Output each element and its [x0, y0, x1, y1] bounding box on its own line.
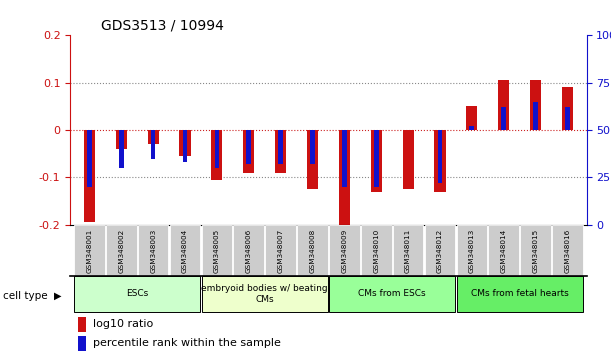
Text: GSM348006: GSM348006: [246, 229, 252, 273]
Text: GSM348010: GSM348010: [373, 229, 379, 273]
Bar: [310, 130, 315, 164]
Text: GSM348015: GSM348015: [533, 229, 538, 273]
Bar: [403, 130, 414, 189]
Text: GSM348012: GSM348012: [437, 229, 443, 273]
FancyBboxPatch shape: [233, 225, 264, 276]
FancyBboxPatch shape: [138, 225, 169, 276]
Text: GSM348008: GSM348008: [310, 229, 315, 273]
Bar: [147, 130, 159, 144]
Text: CMs from ESCs: CMs from ESCs: [358, 289, 426, 298]
Bar: [87, 130, 92, 187]
Bar: [371, 130, 382, 192]
Bar: [214, 130, 219, 168]
Bar: [275, 130, 286, 173]
Text: GSM348002: GSM348002: [119, 229, 124, 273]
Bar: [530, 80, 541, 130]
Bar: [243, 130, 254, 173]
Text: CMs from fetal hearts: CMs from fetal hearts: [470, 289, 568, 298]
Bar: [342, 130, 346, 187]
Text: GSM348013: GSM348013: [469, 229, 475, 273]
Bar: [437, 130, 442, 183]
Text: GSM348005: GSM348005: [214, 229, 220, 273]
FancyBboxPatch shape: [202, 225, 232, 276]
FancyBboxPatch shape: [74, 225, 104, 276]
Text: cell type: cell type: [3, 291, 48, 301]
Bar: [307, 130, 318, 189]
FancyBboxPatch shape: [425, 225, 455, 276]
FancyBboxPatch shape: [329, 225, 360, 276]
Bar: [498, 80, 510, 130]
Bar: [374, 130, 379, 187]
Bar: [502, 107, 506, 130]
Text: log10 ratio: log10 ratio: [93, 319, 154, 329]
FancyBboxPatch shape: [456, 276, 583, 312]
Text: GSM348009: GSM348009: [342, 229, 347, 273]
Bar: [278, 130, 283, 164]
Bar: [434, 130, 445, 192]
FancyBboxPatch shape: [521, 225, 551, 276]
FancyBboxPatch shape: [74, 276, 200, 312]
Text: GSM348007: GSM348007: [277, 229, 284, 273]
Bar: [78, 337, 86, 351]
FancyBboxPatch shape: [265, 225, 296, 276]
FancyBboxPatch shape: [202, 276, 327, 312]
Text: GSM348001: GSM348001: [86, 229, 92, 273]
FancyBboxPatch shape: [361, 225, 392, 276]
Bar: [533, 102, 538, 130]
Text: GSM348011: GSM348011: [405, 229, 411, 273]
Text: GSM348003: GSM348003: [150, 229, 156, 273]
FancyBboxPatch shape: [106, 225, 136, 276]
FancyBboxPatch shape: [488, 225, 519, 276]
FancyBboxPatch shape: [297, 225, 327, 276]
Text: ▶: ▶: [54, 291, 62, 301]
Bar: [466, 107, 477, 130]
Bar: [562, 87, 573, 130]
FancyBboxPatch shape: [393, 225, 423, 276]
Bar: [119, 130, 123, 168]
Bar: [84, 130, 95, 222]
FancyBboxPatch shape: [552, 225, 583, 276]
FancyBboxPatch shape: [456, 225, 487, 276]
Text: GSM348016: GSM348016: [565, 229, 571, 273]
Text: GSM348004: GSM348004: [182, 229, 188, 273]
Bar: [151, 130, 155, 159]
Text: ESCs: ESCs: [126, 289, 148, 298]
Bar: [565, 107, 570, 130]
FancyBboxPatch shape: [329, 276, 455, 312]
Text: percentile rank within the sample: percentile rank within the sample: [93, 338, 282, 348]
Bar: [115, 130, 127, 149]
FancyBboxPatch shape: [170, 225, 200, 276]
Bar: [78, 317, 86, 332]
Bar: [211, 130, 222, 180]
Bar: [183, 130, 188, 162]
Bar: [246, 130, 251, 164]
Bar: [180, 130, 191, 156]
Text: GSM348014: GSM348014: [500, 229, 507, 273]
Bar: [469, 126, 474, 130]
Text: embryoid bodies w/ beating
CMs: embryoid bodies w/ beating CMs: [202, 284, 328, 303]
Bar: [338, 130, 350, 227]
Text: GDS3513 / 10994: GDS3513 / 10994: [101, 19, 224, 33]
